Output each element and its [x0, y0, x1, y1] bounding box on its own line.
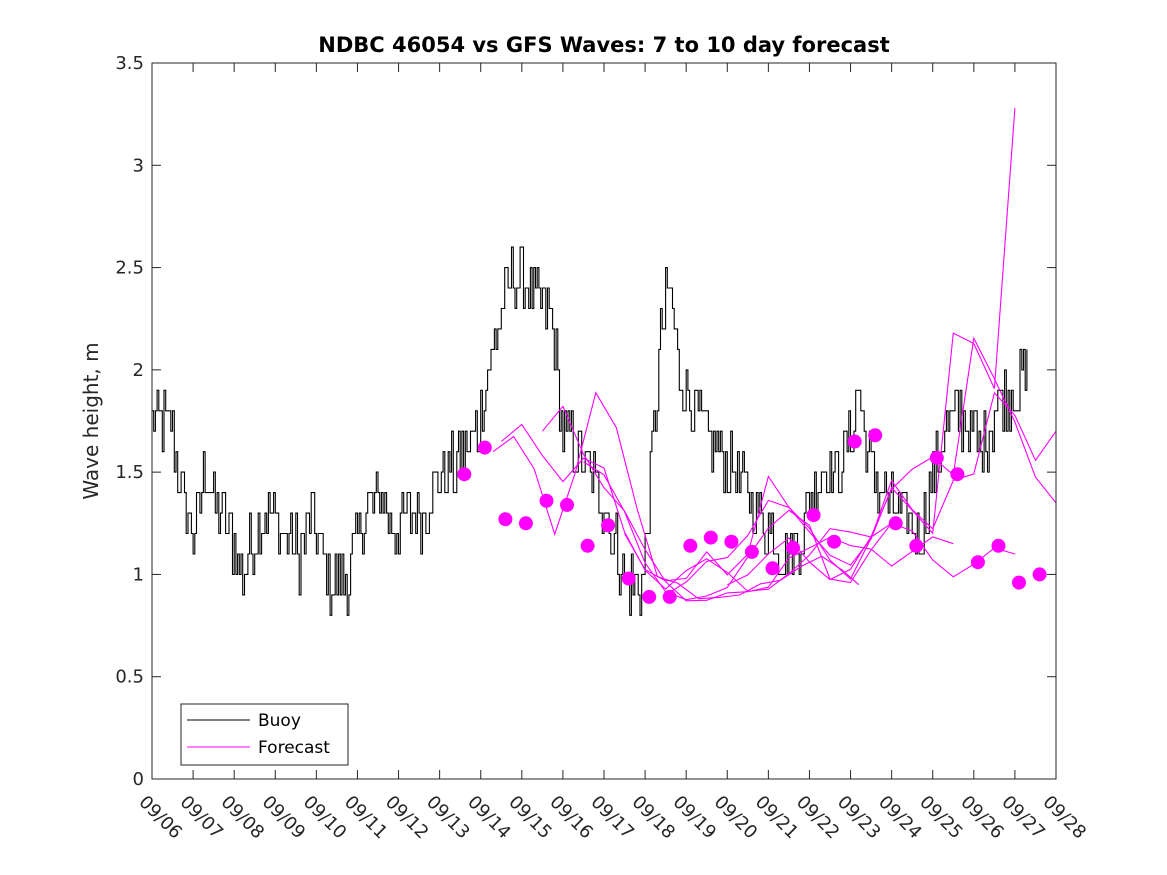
forecast-run-line-6: [665, 107, 1016, 596]
forecast-marker: [744, 544, 759, 559]
y-tick-label: 3.5: [115, 53, 144, 74]
y-axis-label: Wave height, m: [79, 342, 103, 499]
y-tick-label: 2.5: [115, 258, 144, 279]
forecast-run-line-5: [624, 391, 1057, 582]
forecast-marker: [909, 538, 924, 553]
forecast-marker: [970, 555, 985, 570]
legend-buoy-label: Buoy: [258, 711, 301, 731]
forecast-marker: [477, 440, 492, 455]
forecast-run-line-1: [492, 391, 860, 600]
forecast-marker: [847, 434, 862, 449]
forecast-run-line-3: [541, 405, 954, 602]
forecast-marker: [765, 561, 780, 576]
legend-forecast-label: Forecast: [258, 738, 330, 758]
forecast-marker: [518, 516, 533, 531]
legend: Buoy Forecast: [180, 703, 349, 766]
forecast-marker: [683, 538, 698, 553]
forecast-marker: [868, 428, 883, 443]
forecast-marker: [1012, 575, 1026, 590]
forecast-marker: [991, 538, 1006, 553]
forecast-marker: [580, 538, 595, 553]
forecast-marker: [662, 589, 677, 604]
y-tick-label: 2: [133, 360, 144, 381]
forecast-marker: [642, 589, 657, 604]
legend-box: [180, 703, 349, 766]
forecast-marker: [498, 512, 513, 527]
axes-background: [152, 63, 1056, 779]
y-tick-label: 1.5: [115, 462, 144, 483]
forecast-marker: [724, 534, 739, 549]
forecast-marker: [703, 530, 718, 545]
forecast-marker: [806, 508, 821, 523]
chart-title: NDBC 46054 vs GFS Waves: 7 to 10 day for…: [318, 33, 889, 57]
forecast-marker: [888, 516, 903, 531]
forecast-marker: [621, 571, 636, 586]
plot-area: [152, 107, 1057, 616]
forecast-marker: [457, 467, 472, 482]
forecast-marker: [929, 450, 944, 465]
forecast-marker: [539, 493, 554, 508]
forecast-marker: [827, 534, 842, 549]
y-tick-label: 0: [133, 769, 144, 790]
forecast-marker: [560, 497, 574, 512]
forecast-marker: [950, 467, 965, 482]
y-tick-label: 0.5: [115, 667, 144, 688]
forecast-run-line-7: [727, 336, 1057, 586]
buoy-series-line: [152, 246, 1028, 616]
y-tick-label: 1: [133, 564, 144, 585]
forecast-marker: [1032, 567, 1047, 582]
forecast-marker: [786, 540, 800, 555]
forecast-marker: [601, 518, 616, 533]
y-tick-label: 3: [133, 155, 144, 176]
